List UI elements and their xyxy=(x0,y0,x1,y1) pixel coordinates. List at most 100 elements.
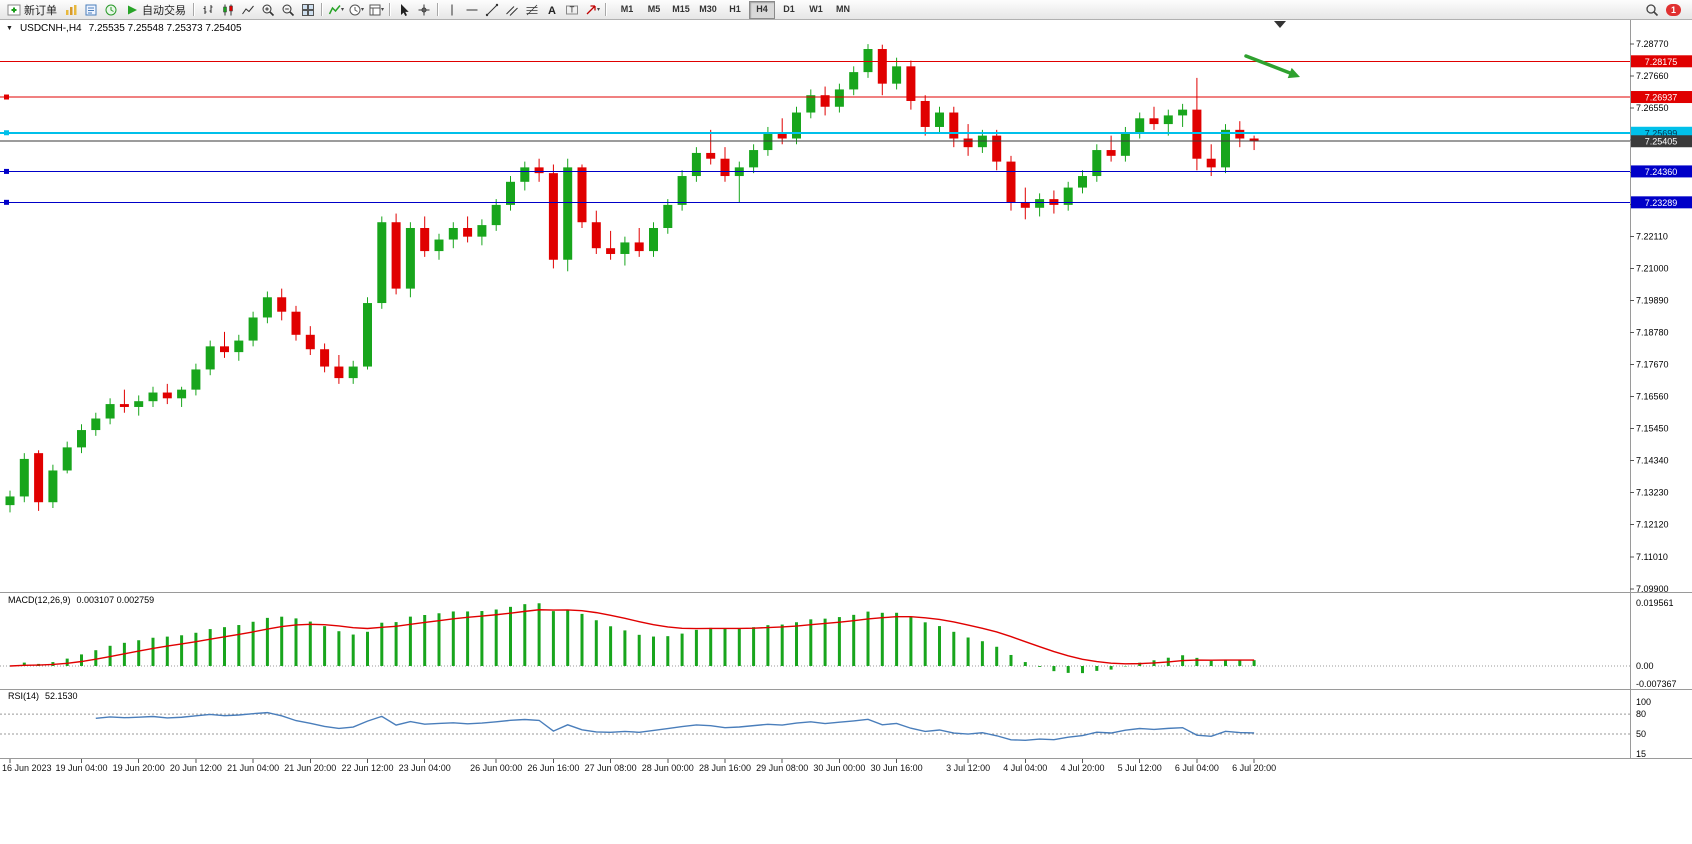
candle-down xyxy=(1206,158,1216,168)
candle-up xyxy=(506,181,515,205)
price-axis-label: 7.28770 xyxy=(1636,39,1669,49)
trendline-tool[interactable] xyxy=(482,1,502,18)
price-axis-label: 7.12120 xyxy=(1636,520,1669,530)
candle-up xyxy=(1063,187,1073,205)
candle-down xyxy=(591,222,601,249)
candle-up xyxy=(520,167,530,182)
time-axis-label: 26 Jun 00:00 xyxy=(470,763,522,773)
timeframe-button-h4[interactable]: H4 xyxy=(749,0,775,19)
candle-up xyxy=(1035,199,1045,208)
timeframe-button-m5[interactable]: M5 xyxy=(647,3,661,14)
candle-up xyxy=(19,458,29,497)
time-axis-label: 16 Jun 2023 xyxy=(2,763,52,773)
candle-up xyxy=(677,176,687,205)
arrows-icon xyxy=(584,3,598,17)
new-chart-button[interactable] xyxy=(61,1,81,18)
candle-down xyxy=(334,366,344,379)
periods-dropdown[interactable]: ▾ xyxy=(346,1,366,18)
pivot-line-handle[interactable] xyxy=(4,130,9,136)
vertical-line-tool[interactable] xyxy=(442,1,462,18)
chart-shift-marker[interactable] xyxy=(1274,21,1286,28)
time-axis-label: 19 Jun 20:00 xyxy=(113,763,165,773)
candle-up xyxy=(191,369,201,390)
candle-up xyxy=(148,392,158,402)
channel-tool[interactable] xyxy=(502,1,522,18)
annotation-arrow[interactable] xyxy=(1244,54,1292,75)
zoom-out-button[interactable] xyxy=(278,1,298,18)
candle-down xyxy=(1020,202,1030,208)
cursor-button[interactable] xyxy=(394,1,414,18)
market-watch-button[interactable] xyxy=(81,1,101,18)
notification-badge[interactable]: 1 xyxy=(1665,3,1681,16)
search-button[interactable] xyxy=(1642,1,1662,18)
timeframe-button-m30[interactable]: M30 xyxy=(699,3,717,14)
line-chart-button[interactable] xyxy=(238,1,258,18)
rsi-label: RSI(14) 52.1530 xyxy=(8,691,78,701)
candle-down xyxy=(1149,118,1159,125)
price-axis-label: 7.26550 xyxy=(1636,103,1669,113)
support-line-1-handle[interactable] xyxy=(4,168,9,174)
tile-windows-button[interactable] xyxy=(298,1,318,18)
one-click-trading-arrow[interactable]: ▼ xyxy=(6,25,13,32)
new-order-button[interactable]: 新订单 xyxy=(3,1,61,18)
zoom-in-icon xyxy=(261,3,275,17)
candlestick-chart-icon xyxy=(221,3,235,17)
timeframe-button-d1[interactable]: D1 xyxy=(783,3,795,14)
candle-up xyxy=(1120,132,1130,156)
candle-down xyxy=(606,248,616,254)
candle-up xyxy=(792,112,801,139)
candle-down xyxy=(820,95,830,107)
autotrading-button[interactable]: 自动交易 xyxy=(121,1,190,18)
candle-down xyxy=(920,100,930,127)
crosshair-button[interactable] xyxy=(414,1,434,18)
time-axis-label: 21 Jun 20:00 xyxy=(284,763,336,773)
indicators-dropdown[interactable]: ▾ xyxy=(326,1,346,18)
candle-down xyxy=(1235,129,1245,139)
candle-down xyxy=(634,242,644,252)
candle-up xyxy=(62,447,72,471)
horizontal-line-tool[interactable] xyxy=(462,1,482,18)
arrows-dropdown[interactable]: ▾ xyxy=(582,1,602,18)
macd-axis-label: 0.00 xyxy=(1636,661,1654,671)
price-tag-label: 7.25405 xyxy=(1645,137,1678,147)
channel-icon xyxy=(505,3,519,17)
candlestick-chart-button[interactable] xyxy=(218,1,238,18)
timeframe-button-mn[interactable]: MN xyxy=(836,3,850,14)
toolbar: 新订单 自动交易 ▾ ▾ ▾ A T ▾ M1 M5 M15 M30 H1 H4 D1 W1 M… xyxy=(0,0,1692,20)
resistance-line-2-handle[interactable] xyxy=(4,94,9,100)
candle-up xyxy=(863,49,873,73)
zoom-in-button[interactable] xyxy=(258,1,278,18)
chart-quote-line: 7.25535 7.25548 7.25373 7.25405 xyxy=(88,23,242,34)
rsi-axis-label: 15 xyxy=(1636,749,1646,759)
label-tool[interactable]: T xyxy=(562,1,582,18)
candle-down xyxy=(906,66,916,101)
candle-down xyxy=(305,334,315,350)
timeframe-button-w1[interactable]: W1 xyxy=(809,3,823,14)
candle-up xyxy=(663,204,673,228)
candle-up xyxy=(1135,118,1145,133)
price-axis-label: 7.27660 xyxy=(1636,71,1669,81)
timeframe-button-m15[interactable]: M15 xyxy=(672,3,690,14)
text-tool[interactable]: A xyxy=(542,1,562,18)
timeframe-button-h1[interactable]: H1 xyxy=(729,3,741,14)
timeframe-button-m1[interactable]: M1 xyxy=(620,3,634,14)
price-axis-label: 7.21000 xyxy=(1636,263,1669,273)
candle-down xyxy=(320,349,330,367)
annotation-arrow-head[interactable] xyxy=(1287,67,1300,79)
time-axis-label: 19 Jun 04:00 xyxy=(55,763,107,773)
time-axis-label: 27 Jun 08:00 xyxy=(585,763,637,773)
templates-dropdown[interactable]: ▾ xyxy=(366,1,386,18)
bar-chart-button[interactable] xyxy=(198,1,218,18)
price-tag xyxy=(1631,196,1692,209)
toolbar-separator xyxy=(437,3,439,16)
fibonacci-tool[interactable] xyxy=(522,1,542,18)
periods-icon xyxy=(348,3,362,17)
candle-up xyxy=(935,112,944,127)
support-line-2-handle[interactable] xyxy=(4,199,9,205)
candle-up xyxy=(477,225,487,237)
cursor-icon xyxy=(397,3,411,17)
bar-chart-icon xyxy=(201,3,215,17)
templates-icon xyxy=(368,3,382,17)
navigator-button[interactable] xyxy=(101,1,121,18)
